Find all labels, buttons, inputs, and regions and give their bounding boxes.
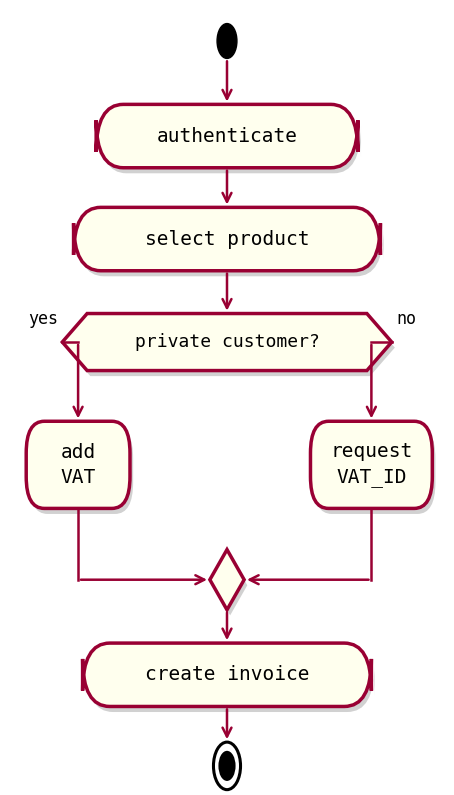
Circle shape [218, 750, 236, 781]
FancyBboxPatch shape [26, 421, 130, 509]
Text: add
VAT: add VAT [60, 443, 96, 487]
FancyBboxPatch shape [86, 649, 375, 712]
Circle shape [217, 24, 237, 58]
Text: authenticate: authenticate [157, 126, 297, 145]
FancyBboxPatch shape [30, 427, 133, 514]
Text: request
VAT_ID: request VAT_ID [330, 442, 413, 487]
FancyBboxPatch shape [74, 207, 380, 271]
Text: select product: select product [145, 230, 309, 249]
Polygon shape [62, 313, 392, 370]
Text: create invoice: create invoice [145, 665, 309, 684]
Polygon shape [213, 555, 247, 615]
FancyBboxPatch shape [99, 110, 361, 173]
Text: no: no [396, 310, 416, 328]
FancyBboxPatch shape [96, 104, 358, 168]
Polygon shape [210, 549, 244, 610]
Circle shape [213, 742, 241, 789]
Text: yes: yes [28, 310, 58, 328]
Text: private customer?: private customer? [134, 333, 320, 351]
FancyBboxPatch shape [314, 427, 435, 514]
FancyBboxPatch shape [77, 213, 384, 277]
FancyBboxPatch shape [311, 421, 432, 509]
FancyBboxPatch shape [83, 643, 371, 707]
Polygon shape [65, 319, 395, 376]
